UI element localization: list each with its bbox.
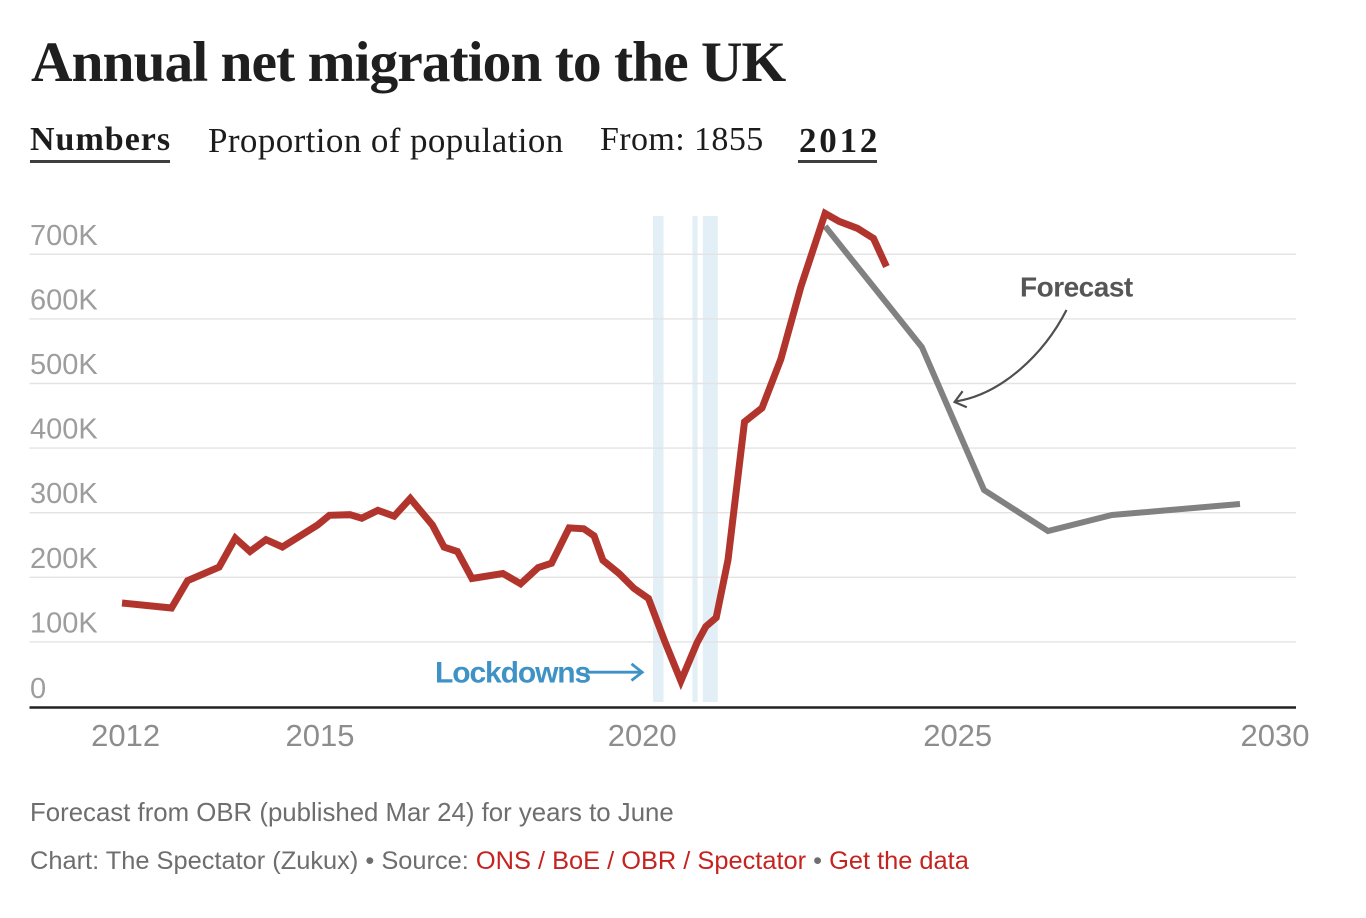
svg-text:Forecast: Forecast [1020,271,1133,302]
svg-text:2025: 2025 [923,718,992,753]
svg-text:0: 0 [30,673,46,705]
svg-text:300K: 300K [30,478,98,510]
svg-text:2015: 2015 [286,718,355,753]
svg-text:500K: 500K [30,349,98,381]
svg-text:700K: 700K [30,220,98,252]
svg-text:2020: 2020 [608,718,677,753]
svg-text:400K: 400K [30,414,98,446]
svg-text:600K: 600K [30,284,98,316]
svg-text:2030: 2030 [1241,718,1310,753]
svg-text:100K: 100K [30,607,98,639]
svg-text:Lockdowns: Lockdowns [435,657,591,690]
svg-text:2012: 2012 [91,718,160,753]
svg-text:200K: 200K [30,543,98,575]
